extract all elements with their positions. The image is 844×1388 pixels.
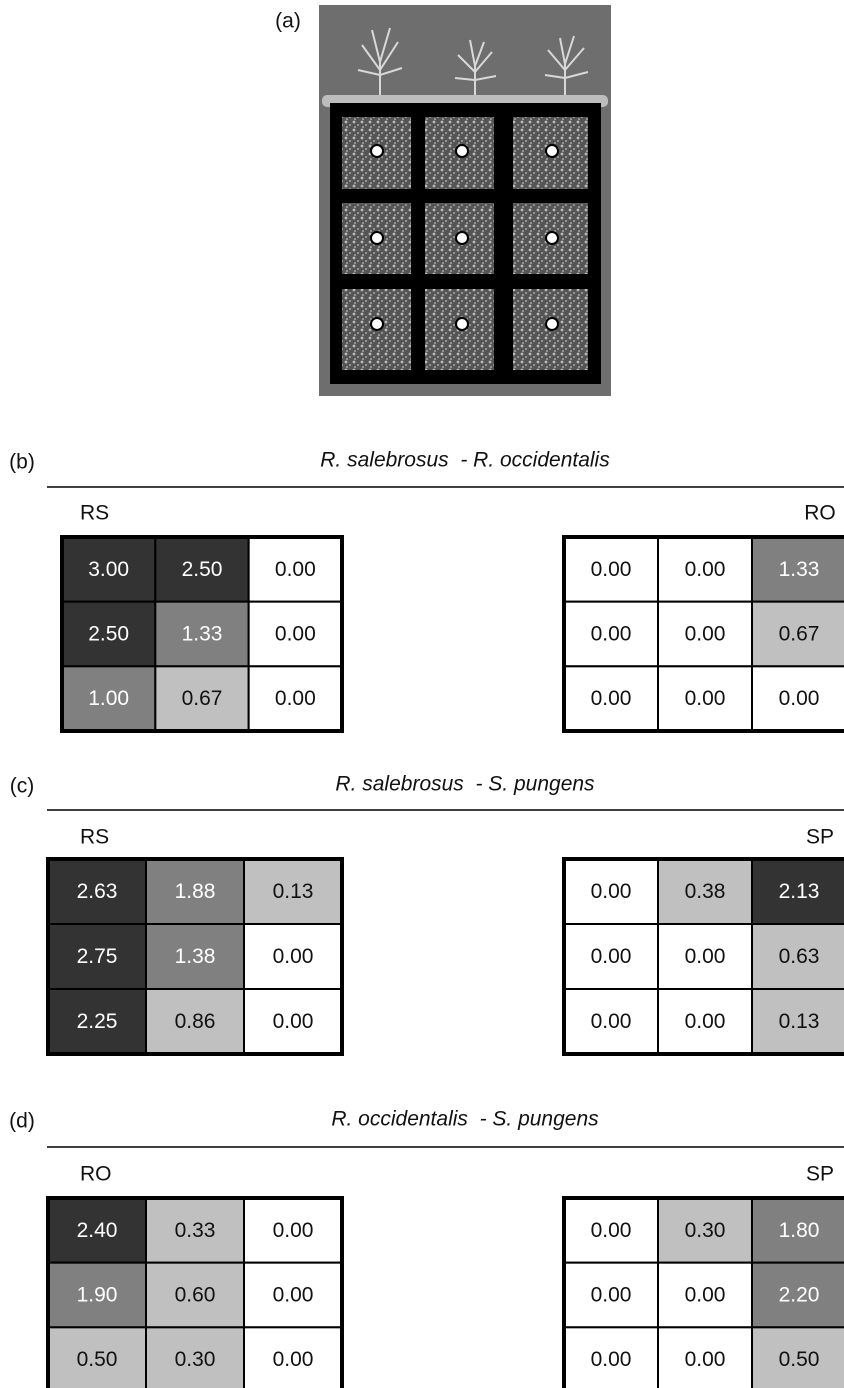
cell-value: 0.00	[591, 1010, 632, 1033]
cell-value: 2.25	[77, 1010, 118, 1033]
cell-value: 2.63	[77, 880, 118, 903]
cell-value: 0.00	[275, 623, 316, 646]
cell-value: 1.33	[182, 623, 223, 646]
cell-value: 0.00	[591, 687, 632, 710]
cell-value: 0.00	[591, 558, 632, 581]
cell-value: 0.00	[685, 687, 726, 710]
cell-value: 0.00	[685, 623, 726, 646]
cell-value: 3.00	[88, 558, 129, 581]
cell-value: 2.50	[88, 623, 129, 646]
grid-name: SP	[806, 826, 834, 849]
grid-name: RO	[80, 1163, 112, 1186]
grid-name: RS	[80, 502, 109, 525]
cell-value: 0.00	[685, 945, 726, 968]
cell-value: 0.00	[273, 945, 314, 968]
panel-title: R. occidentalis - S. pungens	[331, 1108, 599, 1131]
cell-value: 0.00	[779, 687, 820, 710]
cell-value: 1.88	[175, 880, 216, 903]
cell-value: 0.00	[591, 623, 632, 646]
cell-value: 0.00	[273, 1348, 314, 1371]
cell-value: 0.00	[591, 1348, 632, 1371]
panel-label: (a)	[275, 10, 301, 33]
panel-label: (d)	[9, 1110, 35, 1133]
cell-value: 0.13	[273, 880, 314, 903]
cell-value: 0.50	[77, 1348, 118, 1371]
panel-label: (c)	[10, 775, 35, 798]
grid-name: RS	[80, 826, 109, 849]
figure: (a) (b) R. salebrosus - R. occidentalis RS…	[0, 0, 844, 1388]
cell-value: 2.50	[182, 558, 223, 581]
cell-value: 0.00	[591, 880, 632, 903]
cell-value: 0.63	[779, 945, 820, 968]
panel-label: (b)	[9, 451, 35, 474]
cell-value: 0.00	[273, 1284, 314, 1307]
panel-title: R. salebrosus - R. occidentalis	[320, 449, 610, 472]
cell-value: 0.00	[591, 1219, 632, 1242]
cell-value: 1.90	[77, 1284, 118, 1307]
cell-value: 0.00	[275, 687, 316, 710]
cell-value: 0.60	[175, 1284, 216, 1307]
cell-value: 1.00	[88, 687, 129, 710]
photo	[319, 5, 611, 396]
cell-value: 0.67	[182, 687, 223, 710]
cell-value: 0.00	[273, 1219, 314, 1242]
cell-value: 0.30	[175, 1348, 216, 1371]
cell-value: 0.00	[591, 945, 632, 968]
cell-value: 1.38	[175, 945, 216, 968]
cell-value: 2.75	[77, 945, 118, 968]
cell-value: 0.67	[779, 623, 820, 646]
cell-value: 0.50	[779, 1348, 820, 1371]
cell-value: 0.86	[175, 1010, 216, 1033]
cell-value: 0.33	[175, 1219, 216, 1242]
cell-value: 1.33	[779, 558, 820, 581]
cell-value: 0.00	[685, 1348, 726, 1371]
grid-name: SP	[806, 1163, 834, 1186]
cell-value: 0.00	[275, 558, 316, 581]
panel-title: R. salebrosus - S. pungens	[335, 773, 595, 796]
cell-value: 0.00	[591, 1284, 632, 1307]
cell-value: 0.30	[685, 1219, 726, 1242]
cell-value: 0.00	[273, 1010, 314, 1033]
grid-name: RO	[804, 502, 836, 525]
cell-value: 0.38	[685, 880, 726, 903]
cell-value: 1.80	[779, 1219, 820, 1242]
cell-value: 0.00	[685, 558, 726, 581]
cell-value: 2.40	[77, 1219, 118, 1242]
cell-value: 0.00	[685, 1284, 726, 1307]
cell-value: 2.20	[779, 1284, 820, 1307]
cell-value: 0.00	[685, 1010, 726, 1033]
cell-value: 0.13	[779, 1010, 820, 1033]
cell-value: 2.13	[779, 880, 820, 903]
